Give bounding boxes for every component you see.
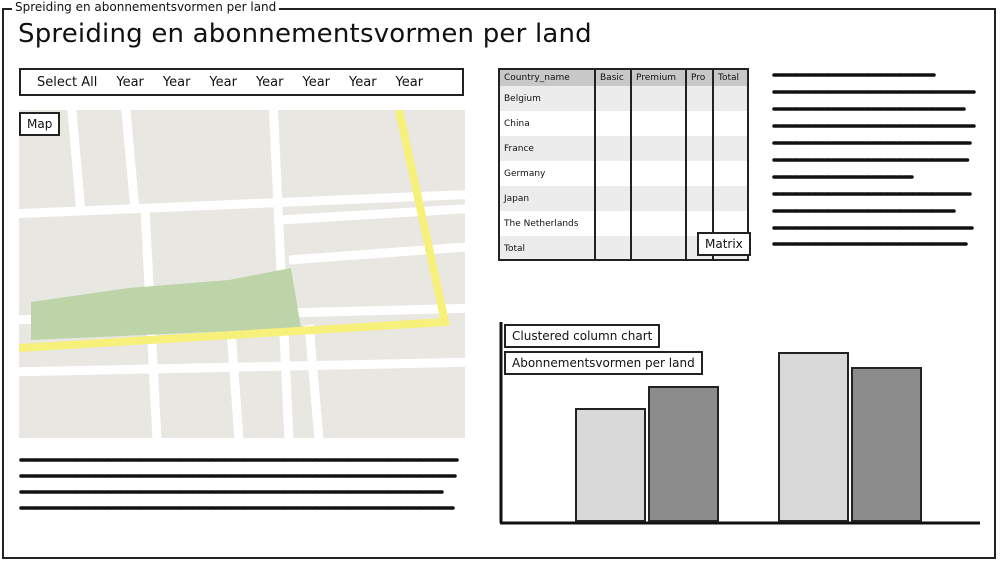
table-row: France	[500, 136, 747, 161]
year-filter-6[interactable]: Year	[349, 74, 377, 90]
year-filter-1[interactable]: Year	[116, 74, 144, 90]
window-title: Spreiding en abonnementsvormen per land	[12, 0, 280, 14]
table-row: Japan	[500, 186, 747, 211]
select-all-button[interactable]: Select All	[37, 74, 98, 90]
chart-type-label: Clustered column chart	[504, 324, 661, 348]
map-label: Map	[19, 112, 61, 136]
column-header-premium: Premium	[631, 70, 687, 86]
row-label: Germany	[500, 161, 596, 186]
row-label: France	[500, 136, 596, 161]
row-label: Total	[500, 236, 596, 259]
map-graphic	[19, 110, 465, 438]
chart-bar[interactable]	[648, 386, 719, 522]
clustered-column-chart[interactable]	[498, 322, 982, 526]
row-label: The Netherlands	[500, 211, 596, 236]
year-filter-2[interactable]: Year	[162, 74, 191, 90]
column-header-pro: Pro	[686, 70, 714, 86]
table-row: Germany	[500, 161, 747, 186]
column-header-country: Country_name	[500, 70, 596, 86]
year-filter-5[interactable]: Year	[302, 74, 331, 90]
chart-bar[interactable]	[851, 367, 922, 522]
table-row: Belgium	[500, 86, 747, 111]
year-filter-3[interactable]: Year	[209, 74, 237, 90]
map-visual[interactable]	[19, 110, 465, 438]
row-label: Japan	[500, 186, 596, 211]
row-label: China	[500, 111, 596, 136]
filter-bar: Select All Year Year Year Year Year Year…	[19, 68, 464, 96]
year-filter-7[interactable]: Year	[395, 74, 424, 90]
column-header-total: Total	[713, 70, 747, 86]
column-header-basic: Basic	[595, 70, 632, 86]
chart-title-label: Abonnementsvormen per land	[504, 351, 703, 375]
chart-bar[interactable]	[575, 408, 646, 522]
matrix-label: Matrix	[697, 232, 751, 256]
placeholder-text-left	[19, 458, 459, 510]
placeholder-text-right	[772, 73, 977, 246]
row-label: Belgium	[500, 86, 596, 111]
chart-bar[interactable]	[778, 352, 849, 522]
chart-plot	[499, 322, 980, 525]
table-row: China	[500, 111, 747, 136]
matrix-table[interactable]: Country_name Basic Premium Pro Total Bel…	[498, 68, 749, 261]
page-title: Spreiding en abonnementsvormen per land	[18, 19, 592, 49]
year-filter-4[interactable]: Year	[255, 74, 284, 90]
table-row: The Netherlands	[500, 211, 747, 236]
